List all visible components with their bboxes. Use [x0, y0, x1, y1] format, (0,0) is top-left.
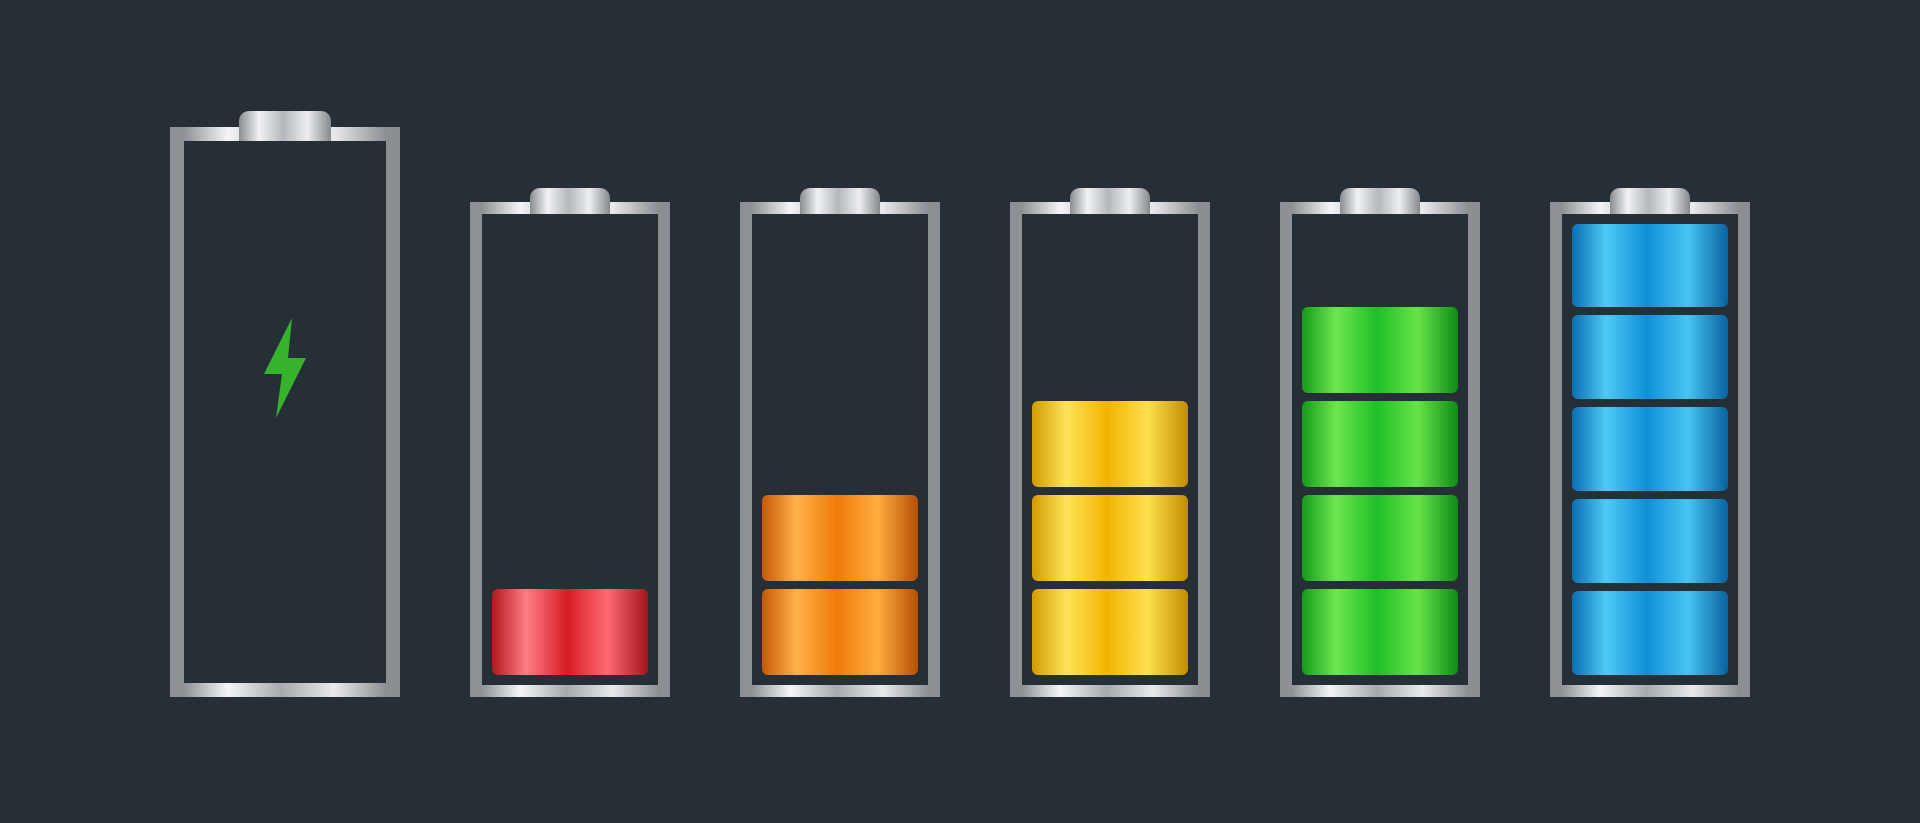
battery-segment [1302, 495, 1458, 581]
battery-segment [1572, 591, 1728, 675]
battery-level-3-icon [1010, 202, 1210, 697]
battery-segment [1032, 401, 1188, 487]
battery-terminal [1070, 188, 1150, 214]
battery-terminal [530, 188, 610, 214]
battery-level-4-icon [1280, 202, 1480, 697]
battery-level-5-icon [1550, 202, 1750, 697]
battery-terminal [1610, 188, 1690, 214]
lightning-bolt-icon [256, 318, 314, 418]
battery-terminal [1340, 188, 1420, 214]
battery-segment [1572, 315, 1728, 399]
battery-segment [1572, 407, 1728, 491]
battery-level-1-icon [470, 202, 670, 697]
battery-segment [1032, 495, 1188, 581]
battery-segment [762, 589, 918, 675]
battery-level-2-icon [740, 202, 940, 697]
battery-charging-icon [170, 127, 400, 697]
battery-terminal [239, 111, 331, 141]
battery-icon-set [170, 127, 1750, 697]
battery-segment [1032, 589, 1188, 675]
battery-segment [1302, 307, 1458, 393]
battery-segment [1572, 499, 1728, 583]
battery-segment [762, 495, 918, 581]
battery-terminal [800, 188, 880, 214]
battery-segment [1572, 224, 1728, 308]
battery-segment [1302, 401, 1458, 487]
battery-segment [1302, 589, 1458, 675]
battery-segment [492, 589, 648, 675]
